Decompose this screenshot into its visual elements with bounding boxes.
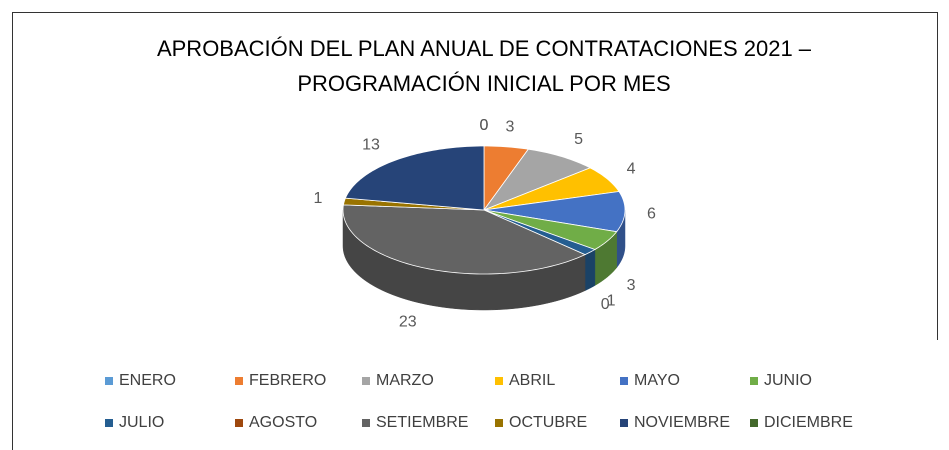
data-label: 1	[314, 190, 323, 207]
pie	[342, 145, 626, 311]
data-label: 3	[627, 277, 636, 294]
pie-side	[584, 249, 596, 292]
frame	[12, 12, 938, 450]
legend-swatch	[750, 419, 758, 427]
legend-label: AGOSTO	[249, 414, 317, 431]
legend-swatch	[362, 419, 370, 427]
legend-label: NOVIEMBRE	[634, 414, 730, 431]
legend-label: FEBRERO	[249, 372, 326, 389]
pie-slice	[483, 167, 620, 211]
legend-label: JULIO	[119, 414, 164, 431]
data-label: 13	[362, 137, 380, 154]
legend-label: OCTUBRE	[509, 414, 587, 431]
data-label: 1	[607, 293, 616, 310]
legend-label: JUNIO	[764, 372, 812, 389]
data-label: 0	[601, 296, 610, 313]
data-label: 5	[574, 131, 583, 148]
data-label: 0	[480, 117, 489, 134]
pie-slice	[483, 191, 626, 233]
legend-swatch	[105, 377, 113, 385]
pie-slice	[482, 148, 592, 211]
pie-slice	[483, 209, 618, 250]
legend-swatch	[620, 377, 628, 385]
legend-label: ABRIL	[509, 372, 555, 389]
legend-swatch	[495, 377, 503, 385]
data-label: 23	[399, 314, 417, 331]
legend-swatch	[495, 419, 503, 427]
legend-swatch	[750, 377, 758, 385]
legend-swatch	[620, 419, 628, 427]
legend-label: MAYO	[634, 372, 680, 389]
pie-slice	[342, 204, 586, 275]
legend-label: ENERO	[119, 372, 176, 389]
legend-label: SETIEMBRE	[376, 414, 468, 431]
legend-label: DICIEMBRE	[764, 414, 853, 431]
legend-label: MARZO	[376, 372, 434, 389]
legend-swatch	[362, 377, 370, 385]
legend-swatch	[235, 377, 243, 385]
legend-swatch	[235, 419, 243, 427]
pie-slice	[344, 145, 485, 211]
data-label: 4	[627, 161, 636, 178]
data-label: 0	[480, 117, 489, 134]
data-label: 3	[505, 118, 514, 135]
chart-title: PROGRAMACIÓN INICIAL POR MES	[297, 71, 670, 96]
data-label: 6	[647, 205, 656, 222]
legend-swatch	[105, 419, 113, 427]
chart-title: APROBACIÓN DEL PLAN ANUAL DE CONTRATACIO…	[157, 36, 812, 61]
pie-slice	[483, 145, 529, 212]
